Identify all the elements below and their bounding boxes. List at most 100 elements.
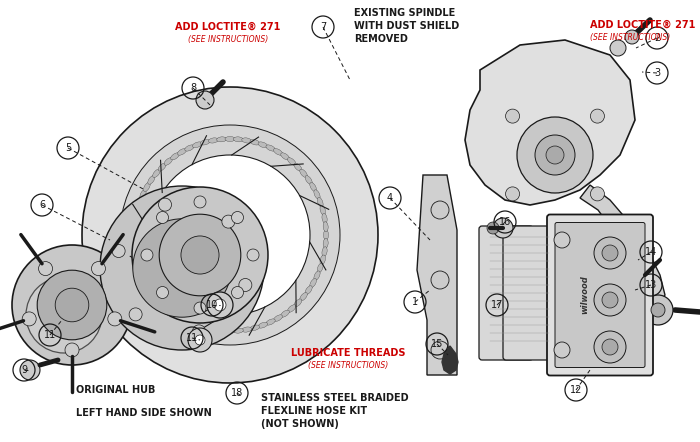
Circle shape — [158, 198, 172, 211]
Ellipse shape — [171, 310, 179, 317]
Text: 14: 14 — [645, 247, 657, 257]
Ellipse shape — [322, 213, 327, 223]
Polygon shape — [417, 175, 457, 375]
Ellipse shape — [134, 205, 140, 215]
Ellipse shape — [137, 263, 143, 273]
Text: (SEE INSTRUCTIONS): (SEE INSTRUCTIONS) — [188, 35, 268, 44]
Text: EXISTING SPINDLE: EXISTING SPINDLE — [354, 8, 455, 18]
Circle shape — [594, 284, 626, 316]
Circle shape — [505, 187, 519, 201]
Circle shape — [157, 286, 169, 298]
Ellipse shape — [209, 138, 218, 143]
Ellipse shape — [314, 190, 320, 199]
Ellipse shape — [233, 137, 244, 142]
Text: 1: 1 — [412, 297, 418, 307]
Circle shape — [554, 232, 570, 248]
Circle shape — [133, 219, 231, 317]
Circle shape — [546, 146, 564, 164]
Ellipse shape — [209, 327, 218, 332]
Ellipse shape — [185, 319, 194, 325]
Circle shape — [132, 187, 268, 323]
Text: FLEXLINE HOSE KIT: FLEXLINE HOSE KIT — [261, 406, 367, 416]
Text: ADD LOCTITE® 271: ADD LOCTITE® 271 — [590, 20, 695, 30]
Ellipse shape — [193, 142, 202, 148]
Ellipse shape — [178, 149, 186, 155]
Circle shape — [20, 360, 40, 380]
Ellipse shape — [300, 169, 307, 177]
Ellipse shape — [288, 158, 296, 165]
Ellipse shape — [134, 255, 140, 265]
Text: 11: 11 — [44, 330, 56, 340]
Ellipse shape — [132, 230, 136, 240]
Ellipse shape — [310, 183, 316, 191]
Ellipse shape — [305, 175, 312, 184]
Circle shape — [232, 286, 244, 298]
Ellipse shape — [294, 163, 302, 171]
Circle shape — [55, 288, 89, 322]
Polygon shape — [442, 346, 458, 374]
Circle shape — [431, 271, 449, 289]
Ellipse shape — [158, 299, 166, 307]
Circle shape — [38, 262, 52, 276]
Ellipse shape — [300, 293, 307, 301]
Ellipse shape — [153, 293, 160, 301]
Text: 16: 16 — [499, 217, 511, 227]
Circle shape — [535, 135, 575, 175]
Circle shape — [157, 211, 169, 224]
Ellipse shape — [133, 247, 138, 257]
Circle shape — [610, 40, 626, 56]
Ellipse shape — [193, 322, 202, 328]
Ellipse shape — [258, 142, 267, 148]
Text: 6: 6 — [39, 200, 45, 210]
Ellipse shape — [317, 263, 323, 273]
Circle shape — [590, 187, 604, 201]
FancyBboxPatch shape — [479, 226, 533, 360]
Ellipse shape — [305, 286, 312, 294]
Circle shape — [37, 270, 107, 340]
Text: 9: 9 — [21, 365, 27, 375]
Text: 3: 3 — [654, 68, 660, 78]
Ellipse shape — [144, 278, 150, 287]
Circle shape — [214, 299, 226, 311]
FancyBboxPatch shape — [555, 222, 645, 367]
Circle shape — [602, 245, 618, 261]
Circle shape — [517, 117, 593, 193]
Circle shape — [82, 87, 378, 383]
Ellipse shape — [233, 328, 244, 333]
Text: REMOVED: REMOVED — [354, 34, 408, 44]
Circle shape — [181, 236, 219, 274]
Ellipse shape — [153, 169, 160, 177]
FancyBboxPatch shape — [503, 226, 557, 360]
Text: 18: 18 — [231, 388, 243, 398]
Circle shape — [159, 214, 241, 296]
Circle shape — [239, 278, 252, 291]
Circle shape — [108, 312, 122, 326]
Ellipse shape — [200, 325, 210, 331]
Text: STAINLESS STEEL BRAIDED: STAINLESS STEEL BRAIDED — [261, 393, 409, 403]
Ellipse shape — [310, 278, 316, 287]
Ellipse shape — [200, 140, 210, 145]
Circle shape — [207, 292, 233, 318]
Text: LUBRICATE THREADS: LUBRICATE THREADS — [290, 348, 405, 358]
Ellipse shape — [317, 198, 323, 207]
Ellipse shape — [132, 221, 137, 232]
Circle shape — [65, 343, 79, 357]
Ellipse shape — [144, 183, 150, 191]
Polygon shape — [580, 185, 665, 305]
Ellipse shape — [241, 138, 251, 143]
Text: 17: 17 — [491, 300, 503, 310]
Ellipse shape — [250, 140, 260, 145]
Ellipse shape — [250, 325, 260, 331]
Ellipse shape — [323, 230, 328, 240]
Text: 15: 15 — [430, 339, 443, 349]
Ellipse shape — [216, 328, 227, 333]
Circle shape — [194, 196, 206, 208]
Circle shape — [222, 215, 235, 228]
Ellipse shape — [132, 238, 137, 248]
Ellipse shape — [225, 137, 235, 141]
Circle shape — [493, 218, 513, 238]
Text: 5: 5 — [65, 143, 71, 153]
Text: (SEE INSTRUCTIONS): (SEE INSTRUCTIONS) — [590, 33, 671, 42]
Ellipse shape — [137, 198, 143, 207]
Circle shape — [625, 30, 639, 44]
